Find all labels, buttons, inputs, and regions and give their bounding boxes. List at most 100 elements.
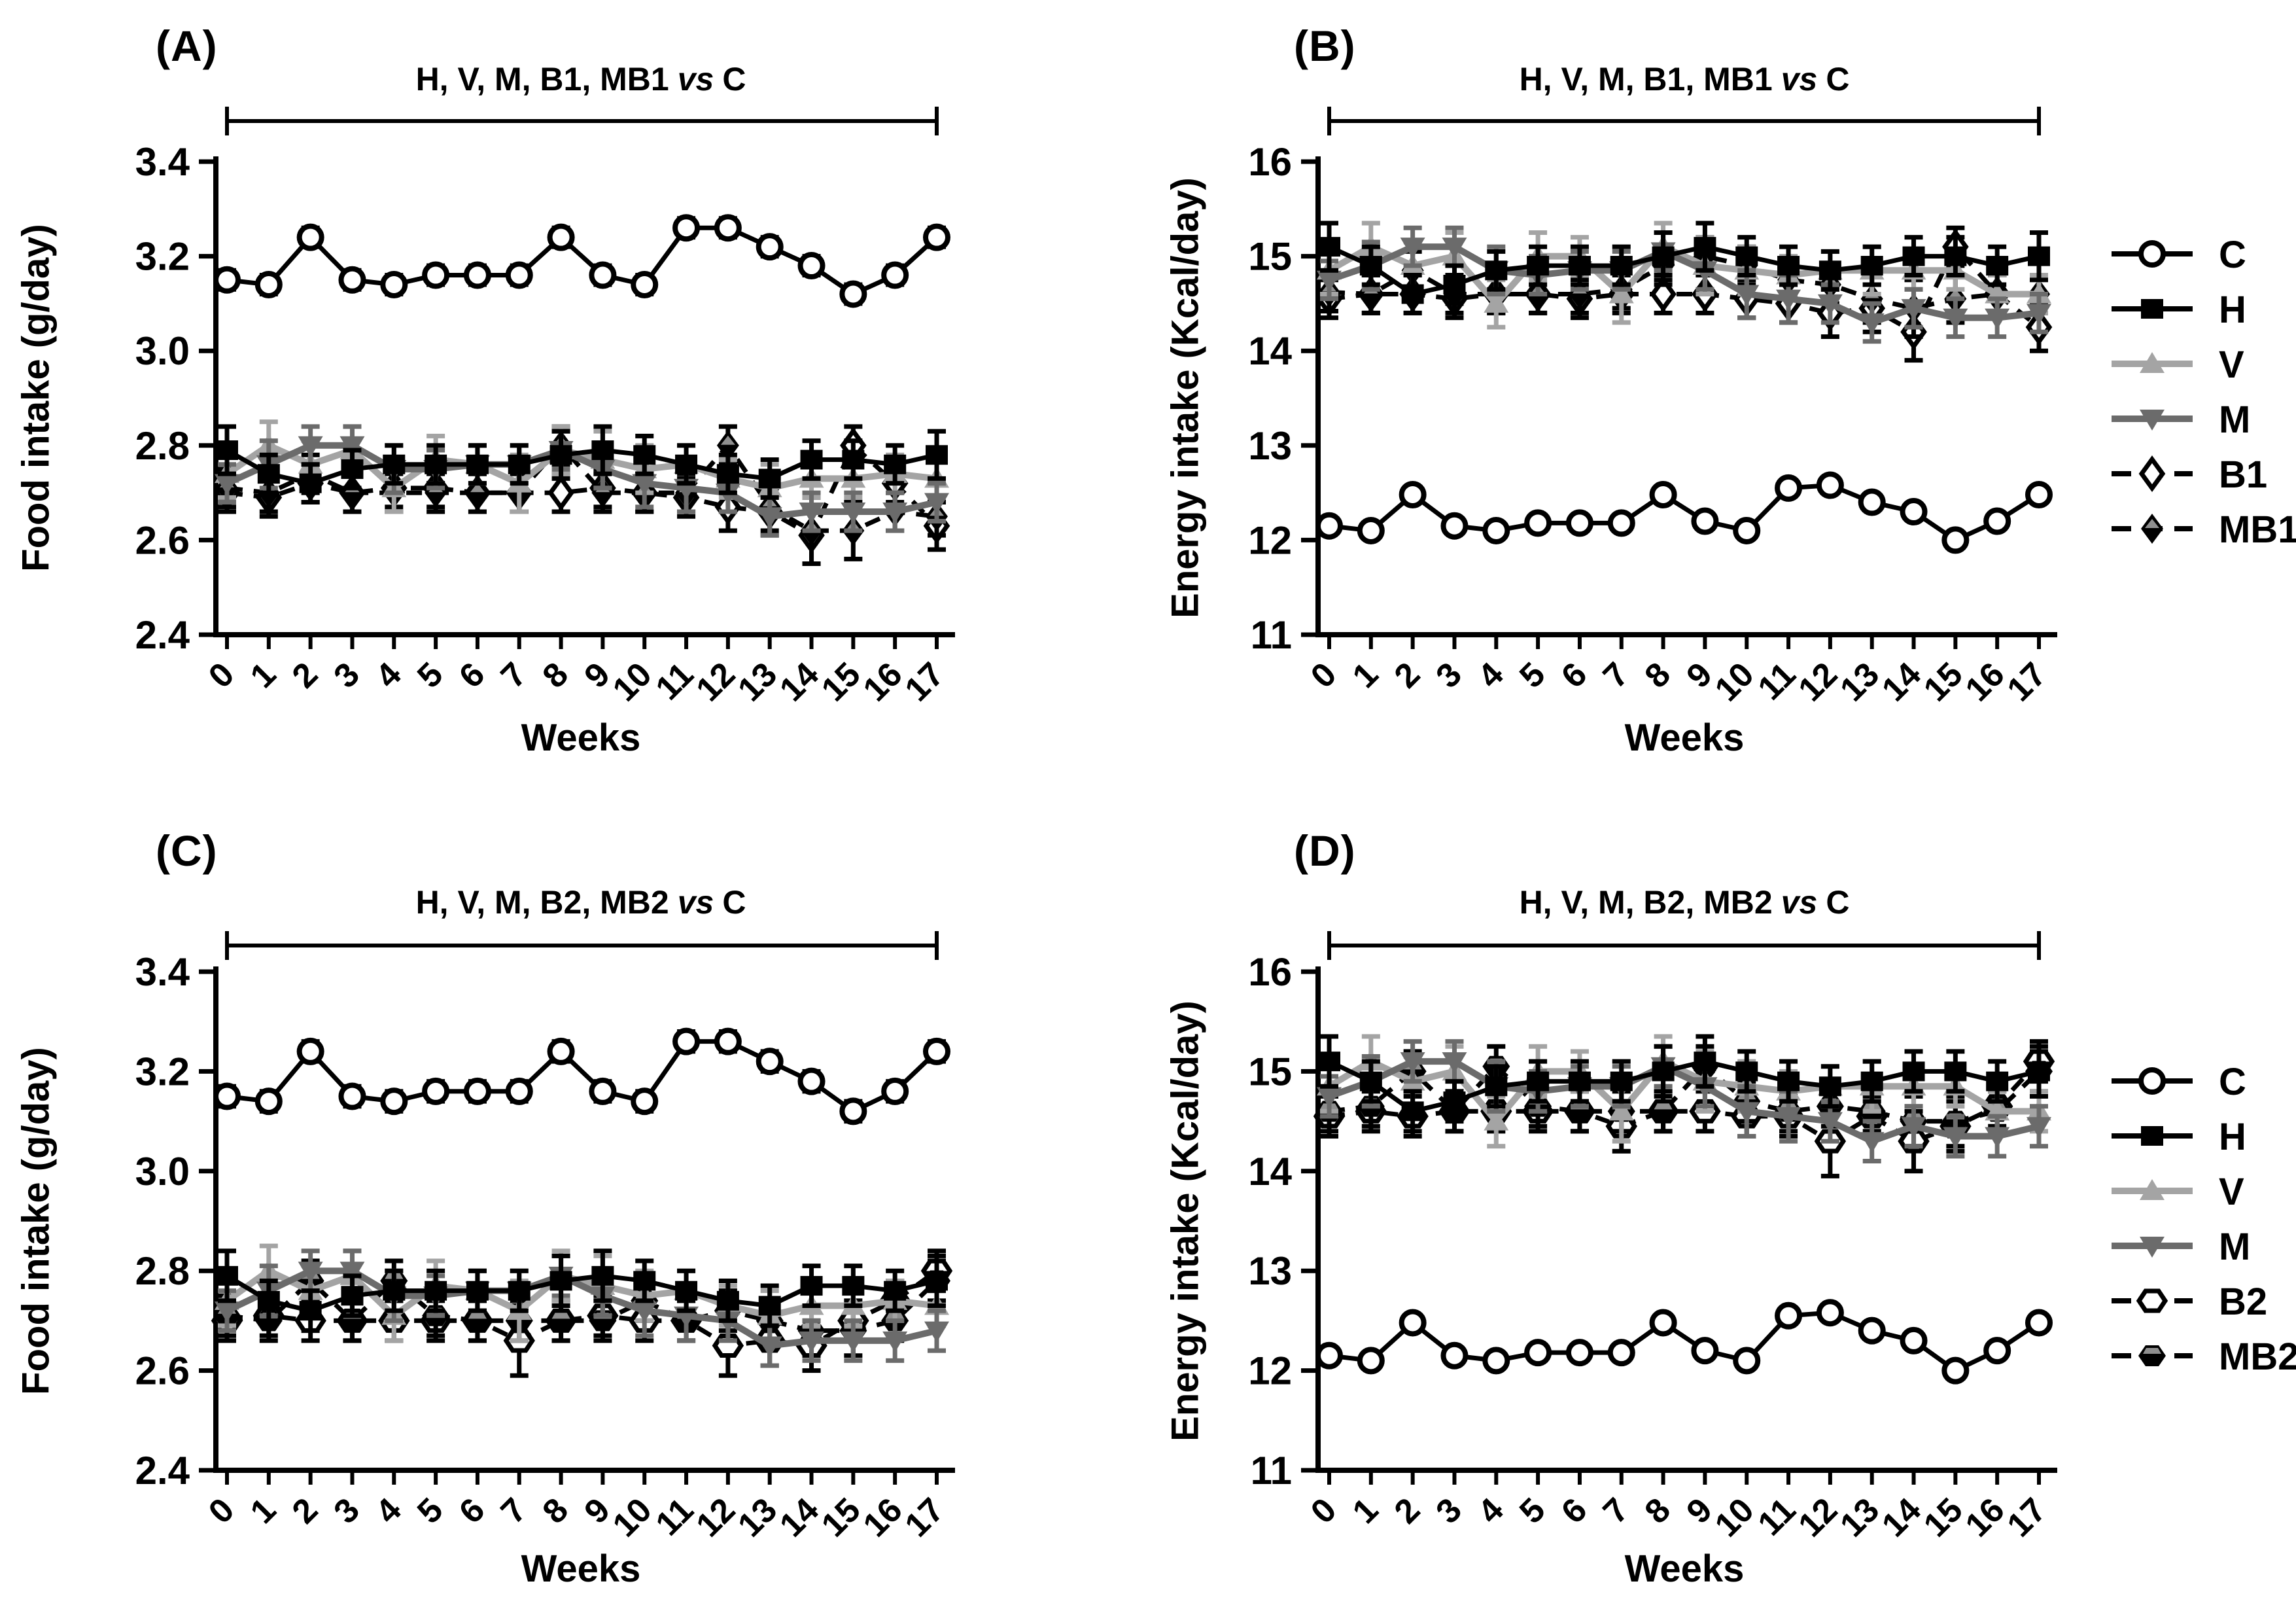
panel-a-label: (A) <box>156 22 218 70</box>
marker-circle-open <box>547 1037 575 1065</box>
legend-label: B1 <box>2219 453 2267 496</box>
marker-triangle-down <box>1859 1132 1885 1154</box>
y-tick-label: 11 <box>1251 1449 1292 1493</box>
marker-square <box>716 1290 739 1311</box>
marker-circle-open <box>1816 471 1844 499</box>
marker-circle-open <box>254 270 283 298</box>
legend-item-m: M <box>2112 398 2250 441</box>
x-tick-label: 6 <box>1554 1491 1594 1530</box>
panel-b-title-groups: H, V, M, B1, MB1 <box>1519 61 1773 97</box>
marker-square <box>884 1281 907 1301</box>
panel-b-title-control: C <box>1826 61 1850 97</box>
marker-circle-open <box>1399 480 1427 508</box>
marker-square <box>549 445 572 465</box>
marker-circle-open <box>2138 1067 2166 1095</box>
panel-b-x-axis-label: Weeks <box>1624 716 1745 759</box>
marker-square <box>1485 1076 1508 1097</box>
marker-triangle-down <box>1776 289 1801 311</box>
marker-square <box>1986 1071 2009 1091</box>
marker-square <box>1610 1071 1633 1091</box>
marker-triangle-down <box>1817 1112 1843 1133</box>
marker-circle-open <box>1315 1341 1343 1370</box>
x-tick-label: 17 <box>898 1491 952 1544</box>
panel-a-title-vs: vs <box>677 61 714 97</box>
marker-triangle-down <box>1317 270 1342 292</box>
marker-square <box>383 1281 406 1301</box>
marker-square <box>926 1271 948 1291</box>
chart-panel-c: 3.43.23.02.82.62.40 1 2 3 4 5 6 7 8 9101112131415… <box>135 931 955 1544</box>
marker-circle-open <box>714 1027 742 1055</box>
marker-square <box>926 445 948 465</box>
marker-square <box>1610 256 1633 276</box>
series-m <box>1317 225 2051 344</box>
marker-triangle-down <box>757 507 782 529</box>
x-tick-label: 5 <box>410 655 450 695</box>
marker-square <box>508 454 531 474</box>
x-tick-label: 2 <box>1387 1491 1427 1530</box>
series-h <box>1318 221 2050 315</box>
marker-triangle-down <box>757 1336 782 1358</box>
marker-square <box>1443 1091 1466 1112</box>
marker-square <box>591 1265 614 1286</box>
y-tick-label: 16 <box>1248 950 1292 994</box>
marker-circle-open <box>1607 1339 1635 1367</box>
marker-circle-open <box>338 1082 366 1110</box>
marker-circle-open <box>2138 240 2166 268</box>
marker-square <box>633 1271 656 1291</box>
legend-label: C <box>2219 234 2246 276</box>
marker-circle-open <box>881 1077 909 1105</box>
marker-triangle-down <box>2140 1237 2165 1258</box>
marker-circle-open <box>1565 1339 1593 1367</box>
marker-square <box>425 454 447 474</box>
marker-square <box>1485 260 1508 281</box>
marker-triangle-down <box>1859 313 1885 334</box>
legend-item-v: V <box>2112 1171 2244 1213</box>
marker-triangle-down <box>1943 308 1968 330</box>
x-tick-label: 8 <box>536 1491 576 1530</box>
marker-triangle-down <box>1734 285 1760 306</box>
marker-circle-open <box>1482 516 1510 544</box>
x-tick-label: 2 <box>285 1491 325 1530</box>
marker-square <box>466 454 489 474</box>
marker-circle-open <box>589 261 617 289</box>
panel-b-label: (B) <box>1294 22 1356 70</box>
marker-triangle-up <box>2140 352 2165 373</box>
marker-hexagon-open <box>2136 1288 2168 1313</box>
marker-square <box>1568 256 1591 276</box>
marker-diamond-open <box>548 474 574 512</box>
marker-square <box>1568 1071 1591 1091</box>
marker-circle-open <box>422 261 450 289</box>
marker-square <box>800 450 823 470</box>
marker-circle-open <box>296 223 324 251</box>
comparison-bracket <box>1327 931 2041 960</box>
marker-circle-open <box>1983 507 2011 535</box>
x-tick-label: 17 <box>2000 655 2054 709</box>
legend-item-v: V <box>2112 344 2244 386</box>
panel-a-title-control: C <box>722 61 746 97</box>
x-tick-label: 8 <box>1638 1491 1678 1530</box>
legend-item-h: H <box>2112 289 2246 331</box>
marker-square <box>1902 246 1925 266</box>
marker-square <box>1359 256 1382 276</box>
marker-circle-open <box>1440 1341 1469 1370</box>
series-h <box>216 424 948 505</box>
marker-square <box>1818 260 1841 281</box>
panel-c-label: (C) <box>156 826 218 875</box>
series-h <box>1318 1034 2050 1134</box>
marker-circle-open <box>1440 512 1469 540</box>
x-tick-label: 1 <box>1346 1491 1385 1530</box>
marker-triangle-up <box>1609 282 1634 304</box>
marker-square <box>1652 246 1675 266</box>
marker-circle-open <box>672 1027 701 1055</box>
marker-circle-open <box>631 1087 659 1116</box>
x-tick-label: 5 <box>1512 655 1552 695</box>
x-tick-label: 3 <box>326 1491 366 1530</box>
marker-square <box>1860 256 1883 276</box>
marker-triangle-down <box>1901 299 1926 321</box>
marker-triangle-down <box>1776 1106 1801 1128</box>
legend-label: M <box>2219 398 2250 441</box>
y-tick-label: 2.6 <box>135 518 190 562</box>
marker-circle-open <box>1649 480 1677 508</box>
